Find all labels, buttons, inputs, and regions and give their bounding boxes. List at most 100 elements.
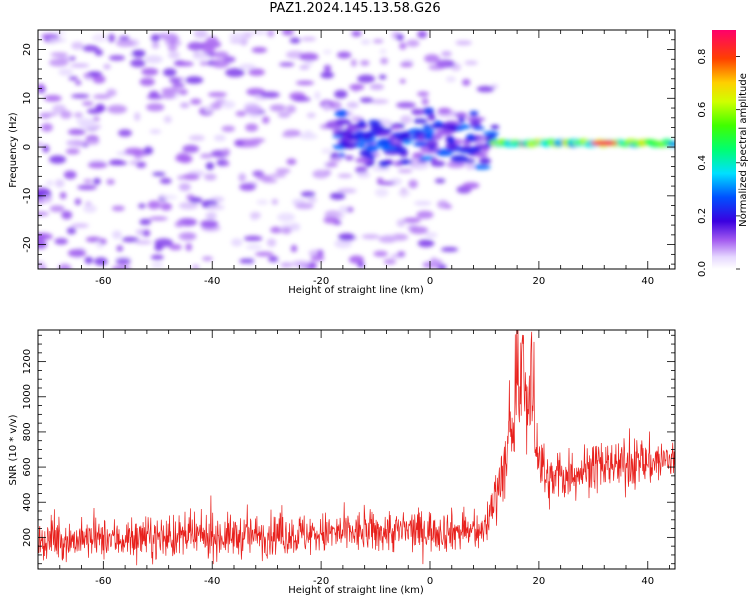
heatmap-cell — [200, 153, 213, 159]
heatmap-cell — [83, 179, 93, 184]
heatmap-cell — [369, 123, 385, 131]
heatmap-cell — [406, 39, 420, 48]
heatmap-cell — [424, 54, 440, 63]
heatmap-cell — [291, 260, 311, 268]
heatmap-cell — [376, 130, 391, 137]
heatmap-cell — [430, 157, 438, 164]
heatmap-cell — [482, 131, 499, 136]
heatmap-cell — [323, 216, 339, 224]
heatmap-cell — [54, 31, 66, 36]
heatmap-cell — [334, 118, 352, 125]
heatmap-cell — [466, 134, 476, 141]
heatmap-cell — [410, 135, 419, 140]
heatmap-cell — [310, 254, 325, 262]
heatmap-cell — [161, 87, 180, 95]
heatmap-cell — [190, 98, 202, 105]
heatmap-cell — [93, 178, 101, 185]
heatmap-cell — [58, 68, 73, 76]
heatmap-cell — [295, 202, 314, 210]
heatmap-cell — [398, 159, 413, 165]
heatmap-cell — [182, 144, 200, 153]
colorbar-tick-label: 0.4 — [697, 155, 708, 171]
heatmap-cell — [76, 117, 94, 126]
x-tick-label: -60 — [95, 576, 111, 587]
heatmap-cell — [228, 32, 248, 41]
heatmap-frame — [37, 29, 676, 270]
heatmap-cell — [450, 155, 469, 163]
heatmap-xlabel: Height of straight line (km) — [288, 285, 424, 296]
heatmap-cell — [205, 162, 215, 171]
heatmap-cell — [445, 141, 457, 150]
heatmap-cell — [115, 258, 131, 265]
heatmap-cell — [334, 89, 348, 99]
heatmap-cell — [275, 168, 291, 174]
heatmap-cell — [476, 85, 495, 93]
heatmap-cell — [266, 238, 277, 247]
heatmap-cell — [182, 173, 200, 181]
heatmap-cell — [74, 198, 82, 206]
heatmap-cell — [260, 91, 280, 99]
heatmap-cell — [150, 254, 164, 261]
heatmap-cell — [229, 39, 249, 44]
heatmap-cell — [397, 190, 411, 196]
heatmap-cell — [92, 74, 106, 84]
heatmap-cell — [109, 159, 125, 165]
heatmap-cell — [277, 212, 296, 222]
heatmap-cell — [175, 154, 191, 163]
heatmap-cell — [192, 52, 209, 61]
heatmap-cell — [83, 204, 97, 213]
heatmap-cell — [372, 39, 384, 44]
heatmap-cell — [336, 51, 352, 59]
heatmap-cell — [87, 71, 103, 77]
heatmap-cell — [67, 128, 86, 136]
heatmap-cell — [409, 226, 429, 235]
heatmap-cell — [239, 258, 255, 264]
heatmap-cell — [267, 30, 275, 38]
heatmap-cell — [466, 116, 486, 122]
heatmap-cell — [360, 39, 371, 45]
y-tick-label: -10 — [22, 188, 33, 204]
heatmap-cell — [167, 45, 178, 52]
heatmap-cell — [214, 51, 229, 59]
heatmap-cell — [60, 110, 72, 119]
heatmap-cell — [303, 60, 314, 67]
heatmap-cell — [147, 200, 161, 210]
heatmap-cell — [71, 93, 90, 99]
heatmap-cell — [357, 74, 376, 84]
heatmap-cell — [248, 68, 265, 76]
heatmap-cell — [292, 96, 311, 102]
x-tick-label: -40 — [204, 276, 220, 287]
heatmap-cell — [192, 264, 200, 269]
heatmap-cell — [329, 192, 346, 200]
snr-ticks: -60 -40 -20 0 20 40 200 400 600 800 1000 1200 — [22, 330, 675, 587]
heatmap-cell — [221, 100, 236, 109]
heatmap-cell — [454, 112, 468, 119]
heatmap-cell — [461, 78, 471, 86]
heatmap-cell — [378, 160, 390, 168]
heatmap-cell — [154, 238, 174, 248]
heatmap-cell — [330, 152, 339, 159]
heatmap-cell — [59, 191, 67, 200]
heatmap-cell — [358, 119, 366, 127]
colorbar-ticks: 0.0 0.2 0.4 0.6 0.8 — [697, 49, 740, 277]
heatmap-cell — [440, 246, 459, 252]
heatmap-cell — [261, 178, 278, 183]
heatmap-cell — [187, 41, 205, 51]
x-tick-label: 20 — [533, 576, 546, 587]
heatmap-cell — [430, 257, 438, 267]
heatmap-cell — [92, 116, 100, 122]
heatmap-cell — [38, 142, 43, 147]
heatmap-cell — [300, 191, 316, 198]
heatmap-cell — [401, 131, 412, 137]
heatmap-cell — [378, 235, 397, 243]
heatmap-cell — [223, 161, 230, 167]
heatmap-cell — [169, 244, 182, 251]
heatmap-cell — [430, 123, 446, 129]
y-tick-label: 10 — [22, 92, 33, 105]
heatmap-cell — [115, 39, 135, 47]
heatmap-cell — [111, 230, 122, 240]
heatmap-cell — [478, 157, 491, 165]
heatmap-cell — [281, 30, 294, 36]
heatmap-cell — [325, 162, 338, 168]
heatmap-cell — [152, 172, 166, 177]
